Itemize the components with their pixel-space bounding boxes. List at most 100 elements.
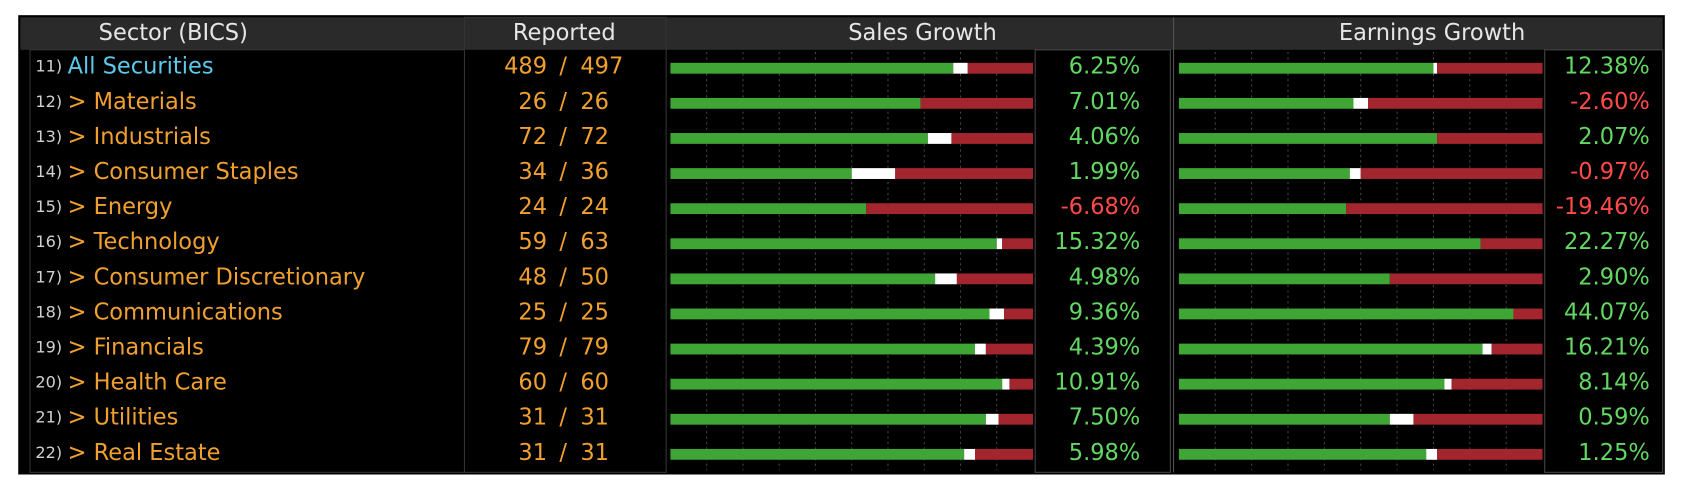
earnings-growth: 8.14% bbox=[1578, 370, 1650, 396]
reported-count: 24 bbox=[518, 194, 547, 220]
earnings-bar-segment bbox=[1426, 448, 1438, 460]
sales-bar-segment bbox=[670, 273, 936, 285]
sales-bar-segment bbox=[670, 203, 867, 215]
earnings-bar-segment bbox=[1389, 273, 1543, 285]
earnings-bar-segment bbox=[1353, 97, 1368, 109]
sector-name[interactable]: > Industrials bbox=[68, 124, 211, 150]
sales-bar-segment bbox=[975, 343, 986, 355]
earnings-growth: 2.90% bbox=[1578, 264, 1650, 290]
sales-growth: 15.32% bbox=[1054, 229, 1140, 255]
sector-name[interactable]: > Technology bbox=[68, 229, 220, 255]
sales-growth: 9.36% bbox=[1069, 299, 1141, 325]
sales-growth: 1.99% bbox=[1069, 159, 1141, 185]
sector-name[interactable]: > Financials bbox=[68, 334, 204, 360]
reported-sep: / bbox=[559, 159, 567, 185]
sales-bar-segment bbox=[998, 413, 1034, 425]
sales-bar-segment bbox=[1002, 238, 1034, 250]
sales-growth: -6.68% bbox=[1061, 194, 1141, 220]
header-earnings: Earnings Growth bbox=[1339, 20, 1525, 46]
earnings-bar-segment bbox=[1437, 448, 1543, 460]
sector-name[interactable]: > Consumer Staples bbox=[68, 159, 299, 185]
sales-bar-segment bbox=[967, 62, 1034, 74]
sales-bar-segment bbox=[670, 413, 986, 425]
sales-bar-segment bbox=[985, 343, 1034, 355]
sector-name[interactable]: > Consumer Discretionary bbox=[68, 264, 366, 290]
sales-bar-segment bbox=[996, 238, 1003, 250]
earnings-bar-segment bbox=[1413, 413, 1543, 425]
reported-count: 59 bbox=[518, 229, 547, 255]
sales-bar-segment bbox=[670, 62, 954, 74]
sales-bar-segment bbox=[975, 448, 1034, 460]
sales-bar-segment bbox=[670, 97, 921, 109]
sector-name[interactable]: > Energy bbox=[68, 194, 173, 220]
reported-total: 31 bbox=[580, 405, 609, 431]
row-number: 13) bbox=[35, 127, 62, 146]
earnings-bar-segment bbox=[1482, 343, 1492, 355]
reported-total: 60 bbox=[580, 370, 609, 396]
reported-sep: / bbox=[559, 264, 567, 290]
earnings-bar-segment bbox=[1480, 238, 1543, 250]
sales-bar-segment bbox=[670, 378, 1003, 390]
reported-total: 36 bbox=[580, 159, 609, 185]
reported-total: 72 bbox=[580, 124, 609, 150]
sector-name[interactable]: > Real Estate bbox=[68, 440, 221, 466]
earnings-bar-segment bbox=[1513, 308, 1543, 320]
reported-count: 34 bbox=[518, 159, 547, 185]
reported-sep: / bbox=[559, 194, 567, 220]
reported-total: 79 bbox=[580, 334, 609, 360]
reported-total: 25 bbox=[580, 299, 609, 325]
sales-growth: 4.98% bbox=[1069, 264, 1141, 290]
reported-sep: / bbox=[559, 405, 567, 431]
reported-sep: / bbox=[559, 89, 567, 115]
reported-count: 79 bbox=[518, 334, 547, 360]
reported-sep: / bbox=[559, 440, 567, 466]
sector-name[interactable]: > Utilities bbox=[68, 405, 179, 431]
sector-name[interactable]: > Communications bbox=[68, 299, 283, 325]
earnings-growth: 0.59% bbox=[1578, 405, 1650, 431]
earnings-bar-segment bbox=[1178, 343, 1483, 355]
sales-bar-segment bbox=[670, 448, 965, 460]
earnings-value-box bbox=[1544, 49, 1664, 473]
sector-name[interactable]: > Materials bbox=[68, 89, 197, 115]
earnings-bar-segment bbox=[1346, 203, 1543, 215]
reported-count: 31 bbox=[518, 440, 547, 466]
sales-bar-segment bbox=[953, 62, 968, 74]
earnings-growth: 16.21% bbox=[1564, 334, 1650, 360]
earnings-bar-segment bbox=[1178, 203, 1347, 215]
earnings-bar-segment bbox=[1178, 133, 1438, 144]
sales-growth: 5.98% bbox=[1069, 440, 1141, 466]
earnings-bar-segment bbox=[1437, 62, 1543, 74]
reported-total: 63 bbox=[580, 229, 609, 255]
sales-bar-segment bbox=[985, 413, 999, 425]
sales-bar-segment bbox=[920, 97, 1034, 109]
sales-growth: 10.91% bbox=[1054, 370, 1140, 396]
sales-growth: 4.39% bbox=[1069, 334, 1141, 360]
earnings-bar-segment bbox=[1178, 448, 1427, 460]
earnings-bar-segment bbox=[1433, 62, 1438, 74]
sales-bar-segment bbox=[670, 133, 928, 144]
row-number: 21) bbox=[35, 408, 62, 427]
reported-count: 25 bbox=[518, 299, 547, 325]
row-number: 16) bbox=[35, 232, 62, 251]
reported-sep: / bbox=[559, 370, 567, 396]
reported-sep: / bbox=[559, 229, 567, 255]
sales-bar-segment bbox=[1004, 308, 1034, 320]
earnings-bar-segment bbox=[1178, 62, 1434, 74]
earnings-bar-segment bbox=[1437, 133, 1543, 144]
earnings-bar-segment bbox=[1389, 413, 1414, 425]
earnings-growth: 2.07% bbox=[1578, 124, 1650, 150]
reported-total: 24 bbox=[580, 194, 609, 220]
reported-total: 26 bbox=[580, 89, 609, 115]
earnings-bar-segment bbox=[1178, 413, 1390, 425]
sales-value-box bbox=[1034, 49, 1171, 473]
sector-name[interactable]: All Securities bbox=[68, 54, 214, 80]
sales-bar-segment bbox=[951, 133, 1034, 144]
earnings-bar-segment bbox=[1360, 168, 1543, 179]
sector-name[interactable]: > Health Care bbox=[68, 370, 227, 396]
sales-bar-segment bbox=[670, 343, 976, 355]
reported-count: 48 bbox=[518, 264, 547, 290]
row-number: 20) bbox=[35, 373, 62, 392]
header-sector: Sector (BICS) bbox=[99, 20, 248, 46]
header-reported: Reported bbox=[513, 20, 616, 46]
reported-sep: / bbox=[559, 54, 567, 80]
